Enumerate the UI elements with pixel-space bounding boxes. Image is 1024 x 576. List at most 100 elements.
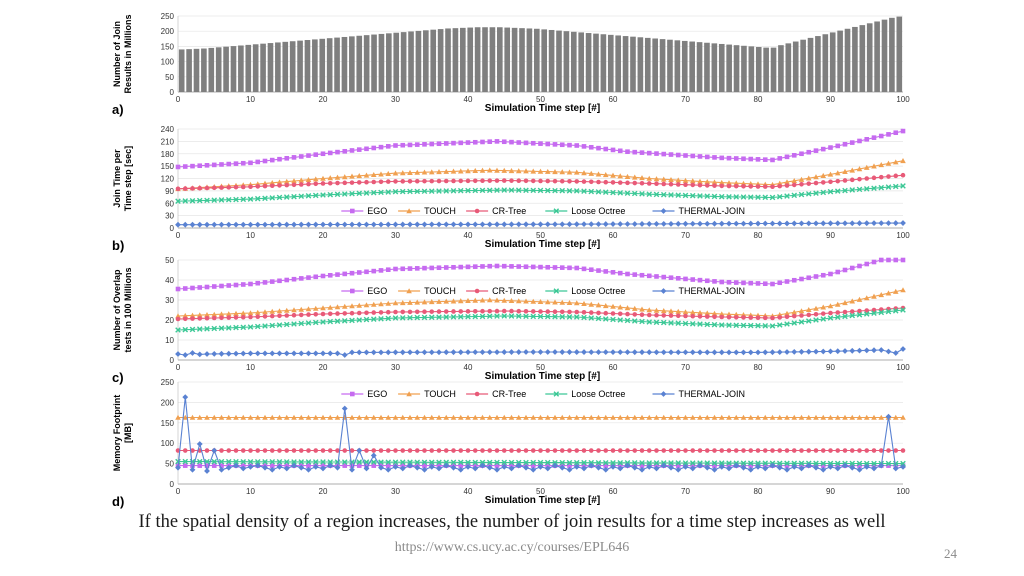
data-point xyxy=(610,463,616,470)
data-point xyxy=(892,220,899,226)
data-point xyxy=(457,168,464,174)
data-point xyxy=(204,414,210,420)
data-point xyxy=(799,151,804,157)
data-point xyxy=(276,194,283,201)
data-point xyxy=(791,349,798,355)
data-point xyxy=(747,220,754,227)
data-point xyxy=(900,220,906,226)
data-point xyxy=(740,460,747,466)
data-point xyxy=(625,180,630,186)
data-point xyxy=(849,177,855,183)
data-point xyxy=(704,464,711,471)
data-point xyxy=(552,313,558,320)
data-point xyxy=(704,154,710,160)
data-point xyxy=(683,448,688,453)
data-point xyxy=(451,140,456,146)
data-point xyxy=(486,349,493,356)
data-point xyxy=(472,139,478,145)
data-point xyxy=(385,189,392,195)
data-point xyxy=(225,325,232,331)
data-point xyxy=(204,468,210,474)
data-point xyxy=(196,197,203,204)
data-point xyxy=(878,220,885,227)
data-point xyxy=(631,318,638,324)
y-tick-label: 150 xyxy=(161,419,175,428)
bar xyxy=(400,32,407,92)
data-point xyxy=(392,221,399,228)
data-point xyxy=(443,462,450,469)
data-point xyxy=(472,448,478,453)
data-point xyxy=(834,414,841,420)
x-tick-label: 60 xyxy=(609,95,618,104)
data-point xyxy=(900,463,906,470)
data-point xyxy=(864,176,870,181)
data-point xyxy=(784,448,790,453)
data-point xyxy=(465,140,471,145)
legend-label: Loose Octree xyxy=(571,389,625,399)
data-point xyxy=(342,180,348,186)
data-point xyxy=(660,308,667,314)
data-point xyxy=(842,462,848,469)
data-point xyxy=(559,309,565,315)
data-point xyxy=(392,414,399,420)
data-point xyxy=(487,139,493,144)
legend-label: CR-Tree xyxy=(492,389,526,399)
data-point xyxy=(689,220,696,227)
data-point xyxy=(494,466,500,473)
data-point xyxy=(508,459,515,466)
data-point xyxy=(538,264,543,270)
data-point xyxy=(530,264,536,270)
data-point xyxy=(726,180,732,186)
data-point xyxy=(378,459,384,465)
data-point xyxy=(371,448,377,453)
data-point xyxy=(755,349,761,356)
data-point xyxy=(371,145,377,151)
data-point xyxy=(190,448,195,453)
data-point xyxy=(276,350,283,357)
data-point xyxy=(581,179,587,184)
data-point xyxy=(704,310,711,316)
data-point xyxy=(798,460,805,467)
data-point xyxy=(828,310,833,316)
data-point xyxy=(842,414,848,420)
data-point xyxy=(407,169,413,175)
data-point xyxy=(494,463,500,468)
data-point xyxy=(233,310,239,316)
data-point xyxy=(820,146,826,152)
data-point xyxy=(486,464,493,471)
data-point xyxy=(719,183,725,189)
data-point xyxy=(733,180,740,186)
data-point xyxy=(501,167,508,173)
data-point xyxy=(399,349,406,356)
data-point xyxy=(625,448,630,453)
data-point xyxy=(719,279,725,285)
data-point xyxy=(334,318,341,324)
data-point xyxy=(523,309,529,314)
data-point xyxy=(334,221,341,228)
data-point xyxy=(233,184,239,190)
data-point xyxy=(559,414,566,420)
data-point xyxy=(385,170,392,176)
bar xyxy=(822,34,829,92)
data-point xyxy=(269,279,275,284)
data-point xyxy=(668,220,674,227)
data-point xyxy=(871,135,877,140)
x-tick-label: 90 xyxy=(826,231,835,240)
data-point xyxy=(472,308,478,314)
data-point xyxy=(407,266,413,271)
data-point xyxy=(465,463,471,470)
data-point xyxy=(813,148,819,153)
data-point xyxy=(436,169,442,175)
data-point xyxy=(863,311,870,317)
data-point xyxy=(422,448,427,453)
data-point xyxy=(675,460,682,466)
bar xyxy=(304,40,311,92)
data-point xyxy=(689,178,696,184)
data-point xyxy=(770,184,775,190)
data-point xyxy=(291,321,297,327)
data-point xyxy=(443,349,450,356)
data-point xyxy=(726,220,732,227)
data-point xyxy=(820,466,827,473)
x-axis-title: Simulation Time step [#] xyxy=(485,371,600,382)
data-point xyxy=(320,350,326,357)
